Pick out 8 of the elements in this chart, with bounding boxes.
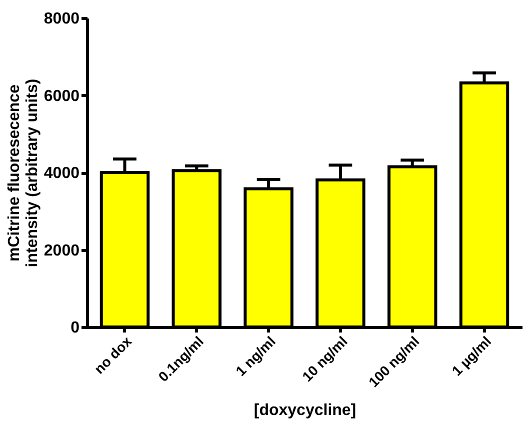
y-tick-label: 4000	[44, 165, 80, 182]
x-tick-label: no dox	[90, 332, 135, 377]
x-axis-title: [doxycycline]	[254, 402, 356, 420]
y-tick-label: 0	[70, 320, 80, 336]
y-tick-label: 8000	[44, 10, 80, 28]
y-tick-label: 2000	[44, 242, 80, 260]
y-axis-title: mCitrine fluoresecence intensity (arbitrary units)	[6, 78, 41, 268]
y-tick-label: 6000	[44, 88, 80, 105]
